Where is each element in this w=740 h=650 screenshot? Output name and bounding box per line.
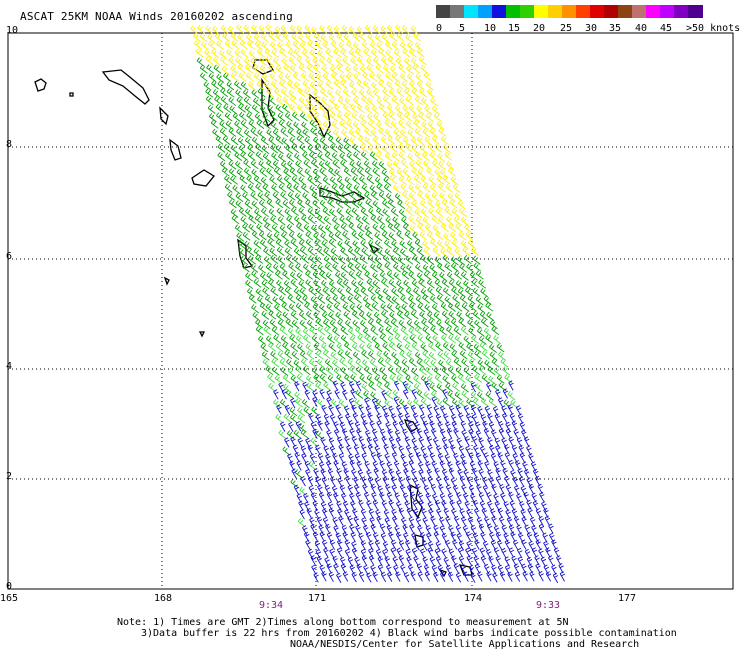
- longitude-label: 177: [618, 593, 637, 604]
- scale-swatch: [688, 5, 703, 18]
- scale-label: 40: [635, 23, 648, 34]
- wind-barb-group-blue: [273, 380, 566, 584]
- scale-swatch: [660, 5, 675, 18]
- latitude-label: 0: [6, 581, 13, 592]
- scale-swatch: [520, 5, 535, 18]
- scale-label: 20: [533, 23, 546, 34]
- longitude-label: 171: [308, 593, 327, 604]
- island-outline: [319, 187, 366, 203]
- scale-label: 15: [508, 23, 521, 34]
- scale-swatch: [562, 5, 577, 18]
- latitude-label: 8: [6, 139, 13, 150]
- scale-swatch: [604, 5, 619, 18]
- footer-note-line1: Note: 1) Times are GMT 2)Times along bot…: [117, 617, 569, 628]
- lat-lon-grid: [8, 33, 733, 589]
- scale-swatch: [618, 5, 633, 18]
- scale-swatch: [632, 5, 647, 18]
- scale-label: 25: [560, 23, 573, 34]
- wind-barb-group-lightgreen: [262, 326, 519, 528]
- scale-swatch: [548, 5, 563, 18]
- scale-label: 35: [609, 23, 622, 34]
- island-outline: [191, 169, 215, 187]
- scale-label: >50 knots: [686, 23, 740, 34]
- island-outline: [34, 78, 47, 92]
- island-outline: [169, 138, 182, 161]
- scale-swatch: [674, 5, 689, 18]
- footer-note-line2: 3)Data buffer is 22 hrs from 20160202 4)…: [141, 628, 677, 639]
- scale-swatch: [436, 5, 451, 18]
- wind-barbs: [190, 24, 566, 584]
- scale-swatch: [590, 5, 605, 18]
- scale-swatch: [646, 5, 661, 18]
- island-outline: [69, 92, 74, 97]
- scale-swatch: [464, 5, 479, 18]
- wind-barb-group-yellow: [190, 24, 479, 258]
- island-outline: [404, 419, 418, 433]
- scale-swatch: [478, 5, 493, 18]
- latitude-label: 4: [6, 361, 13, 372]
- island-outline: [159, 106, 169, 126]
- time-label-right: 9:33: [536, 600, 561, 611]
- scale-swatch: [450, 5, 465, 18]
- latitude-label: 10: [6, 25, 19, 36]
- longitude-label: 165: [0, 593, 19, 604]
- map-title: ASCAT 25KM NOAA Winds 20160202 ascending: [20, 10, 293, 23]
- island-outline: [252, 59, 274, 75]
- plot-frame: [7, 32, 734, 590]
- island-outline: [101, 69, 150, 105]
- longitude-label: 174: [464, 593, 483, 604]
- island-outline: [198, 331, 206, 338]
- latitude-label: 2: [6, 471, 13, 482]
- scale-swatch: [534, 5, 549, 18]
- island-outline: [414, 534, 424, 548]
- island-outline: [458, 564, 473, 576]
- island-outline: [163, 276, 170, 286]
- scale-swatch: [492, 5, 507, 18]
- scale-swatch: [506, 5, 521, 18]
- scale-label: 45: [660, 23, 673, 34]
- footer-note-line3: NOAA/NESDIS/Center for Satellite Applica…: [290, 639, 640, 650]
- scale-label: 5: [459, 23, 466, 34]
- time-label-left: 9:34: [259, 600, 284, 611]
- scale-label: 30: [585, 23, 598, 34]
- longitude-label: 168: [154, 593, 173, 604]
- scale-label: 10: [484, 23, 497, 34]
- scale-swatch: [576, 5, 591, 18]
- scale-label: 0: [436, 23, 443, 34]
- latitude-label: 6: [6, 251, 13, 262]
- wind-barb-group-green: [196, 57, 512, 488]
